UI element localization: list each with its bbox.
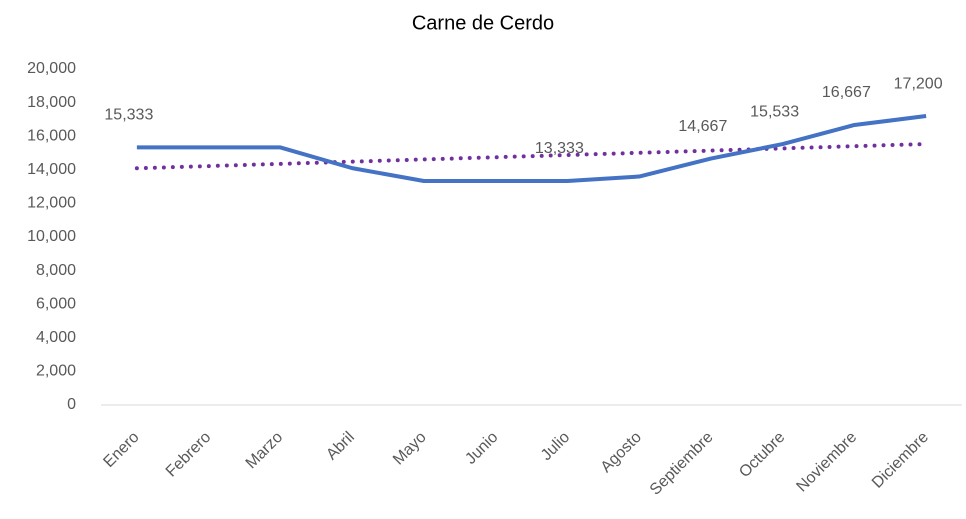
y-tick-label: 2,000 bbox=[36, 363, 76, 380]
y-tick-label: 14,000 bbox=[27, 161, 76, 178]
x-tick-label: Septiembre bbox=[647, 429, 717, 499]
x-tick-label: Febrero bbox=[163, 429, 215, 481]
y-tick-label: 20,000 bbox=[27, 60, 76, 77]
y-tick-label: 6,000 bbox=[36, 295, 76, 312]
data-label: 15,533 bbox=[750, 103, 799, 120]
data-label: 16,667 bbox=[822, 84, 871, 101]
x-tick-label: Noviembre bbox=[793, 429, 860, 496]
y-tick-label: 12,000 bbox=[27, 195, 76, 212]
x-tick-label: Diciembre bbox=[869, 429, 932, 492]
y-tick-label: 10,000 bbox=[27, 228, 76, 245]
y-tick-label: 16,000 bbox=[27, 127, 76, 144]
chart-title: Carne de Cerdo bbox=[412, 12, 554, 34]
line bbox=[136, 114, 927, 184]
data-label: 15,333 bbox=[104, 107, 153, 124]
x-tick-label: Julio bbox=[538, 429, 573, 464]
y-tick-label: 0 bbox=[67, 396, 76, 413]
trendline bbox=[134, 141, 929, 171]
x-tick-label: Junio bbox=[462, 429, 501, 468]
x-tick-label: Abril bbox=[323, 429, 358, 464]
y-tick-label: 8,000 bbox=[36, 262, 76, 279]
data-label: 17,200 bbox=[894, 75, 943, 92]
x-tick-label: Agosto bbox=[598, 429, 645, 476]
x-tick-label: Marzo bbox=[243, 429, 287, 473]
data-label: 14,667 bbox=[678, 118, 727, 135]
y-tick-label: 4,000 bbox=[36, 329, 76, 346]
x-tick-label: Enero bbox=[100, 429, 142, 471]
y-tick-label: 18,000 bbox=[27, 94, 76, 111]
data-label: 13,333 bbox=[535, 140, 584, 157]
x-tick-label: Octubre bbox=[736, 429, 788, 481]
x-tick-label: Mayo bbox=[390, 429, 430, 469]
